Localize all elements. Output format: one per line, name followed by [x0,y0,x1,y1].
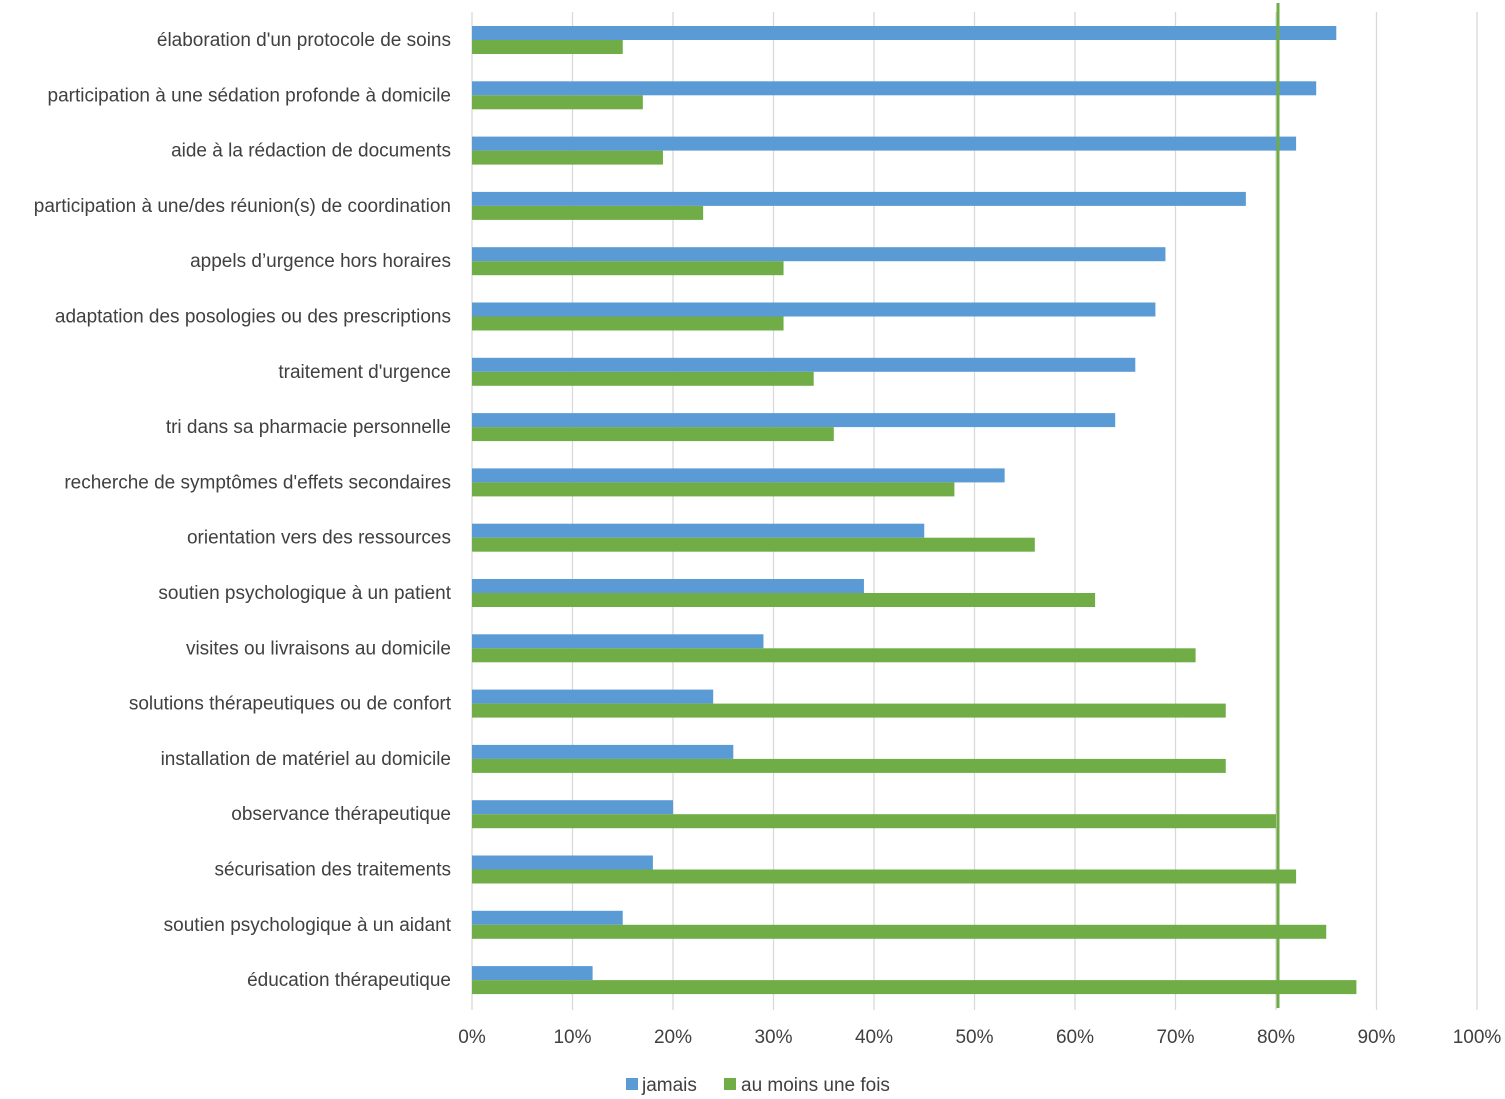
bar-au-moins-une-fois [472,427,834,442]
legend-swatch [626,1078,638,1090]
bar-jamais [472,468,1005,483]
category-label: sécurisation des traitements [214,860,451,881]
bar-jamais [472,634,764,649]
bar-au-moins-une-fois [472,95,643,110]
category-label: visites ou livraisons au domicile [186,638,451,659]
legend-label: jamais [641,1075,697,1096]
category-labels: élaboration d'un protocole de soins parti… [34,30,452,991]
category-label: tri dans sa pharmacie personnelle [166,417,451,438]
bar-jamais [472,81,1317,96]
category-label: participation à une sédation profonde à … [48,85,452,106]
category-label: installation de matériel au domicile [161,749,451,770]
category-label: participation à une/des réunion(s) de co… [34,196,451,217]
bar-jamais [472,800,673,815]
bar-jamais [472,247,1166,262]
bar-au-moins-une-fois [472,648,1196,663]
bar-au-moins-une-fois [472,703,1226,718]
category-label: traitement d'urgence [278,362,451,383]
x-tick-label: 60% [1056,1027,1094,1048]
category-label: solutions thérapeutiques ou de confort [129,694,452,715]
bar-jamais [472,579,864,593]
bar-jamais [472,744,734,759]
x-tick-label: 40% [855,1027,893,1048]
bar-au-moins-une-fois [472,482,955,497]
bar-au-moins-une-fois [472,316,784,331]
bar-au-moins-une-fois [472,924,1327,939]
category-label: soutien psychologique à un aidant [164,915,452,936]
bar-jamais [472,855,653,870]
bar-jamais [472,966,593,981]
x-tick-label: 0% [458,1027,486,1048]
bar-jamais [472,523,925,538]
category-label: recherche de symptômes d'effets secondai… [64,472,451,493]
bar-jamais [472,26,1337,40]
x-tick-label: 80% [1257,1027,1295,1048]
bar-au-moins-une-fois [472,371,814,386]
bar-jamais [472,302,1156,317]
bar-au-moins-une-fois [472,980,1357,995]
bar-au-moins-une-fois [472,537,1035,552]
category-label: aide à la rédaction de documents [171,141,451,162]
bar-au-moins-une-fois [472,261,784,276]
x-tick-label: 10% [553,1027,591,1048]
x-tick-label: 50% [955,1027,993,1048]
category-label: élaboration d'un protocole de soins [157,30,451,51]
x-tick-label: 20% [654,1027,692,1048]
bar-jamais [472,689,714,704]
legend-swatch [724,1078,736,1090]
x-tick-label: 30% [754,1027,792,1048]
bar-jamais [472,413,1116,428]
category-label: orientation vers des ressources [187,528,451,549]
x-tick-label: 100% [1453,1027,1502,1048]
bar-au-moins-une-fois [472,758,1226,773]
bar-jamais [472,136,1297,151]
legend: jamais au moins une fois [626,1075,890,1096]
category-label: adaptation des posologies ou des prescri… [55,307,451,328]
x-tick-label: 90% [1357,1027,1395,1048]
bar-au-moins-une-fois [472,814,1276,829]
x-axis-tick-labels: 0% 10% 20% 30% 40% 50% 60% 70% 80% 90% 100% [458,1027,1501,1048]
category-label: soutien psychologique à un patient [158,583,451,604]
bar-au-moins-une-fois [472,150,663,165]
category-label: éducation thérapeutique [247,970,451,991]
bar-au-moins-une-fois [472,869,1297,884]
bar-au-moins-une-fois [472,40,623,54]
x-tick-label: 70% [1156,1027,1194,1048]
gridlines [471,12,1478,1010]
category-label: appels d’urgence hors horaires [190,251,451,272]
category-label: observance thérapeutique [231,804,451,825]
bar-jamais [472,357,1136,372]
bar-jamais [472,191,1246,206]
bar-jamais [472,910,623,925]
bar-au-moins-une-fois [472,205,704,220]
bar-au-moins-une-fois [472,593,1096,607]
bars [472,26,1357,995]
legend-label: au moins une fois [741,1075,890,1096]
